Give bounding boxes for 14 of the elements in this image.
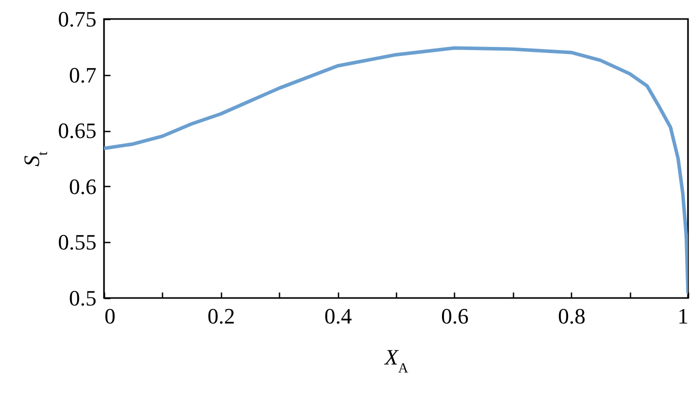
- x-tick-label: 0.6: [441, 304, 469, 328]
- x-tick-label: 0.4: [324, 304, 352, 328]
- y-tick-label: 0.7: [69, 62, 96, 88]
- y-tick-label: 0.6: [69, 174, 96, 199]
- y-tick-label: 0.65: [58, 118, 96, 144]
- x-tick-label: 0.8: [558, 304, 586, 328]
- y-tick-label: 0.55: [58, 230, 96, 255]
- x-tick-label: 1: [678, 304, 688, 328]
- x-tick-label: 0: [104, 304, 116, 328]
- y-tick-label: 0.75: [58, 6, 96, 32]
- x-axis-title: X$_{A}$: [384, 344, 410, 376]
- x-tick-label: 0.2: [208, 304, 236, 328]
- y-tick-label: 0.5: [69, 286, 96, 310]
- line-series: [104, 46, 688, 294]
